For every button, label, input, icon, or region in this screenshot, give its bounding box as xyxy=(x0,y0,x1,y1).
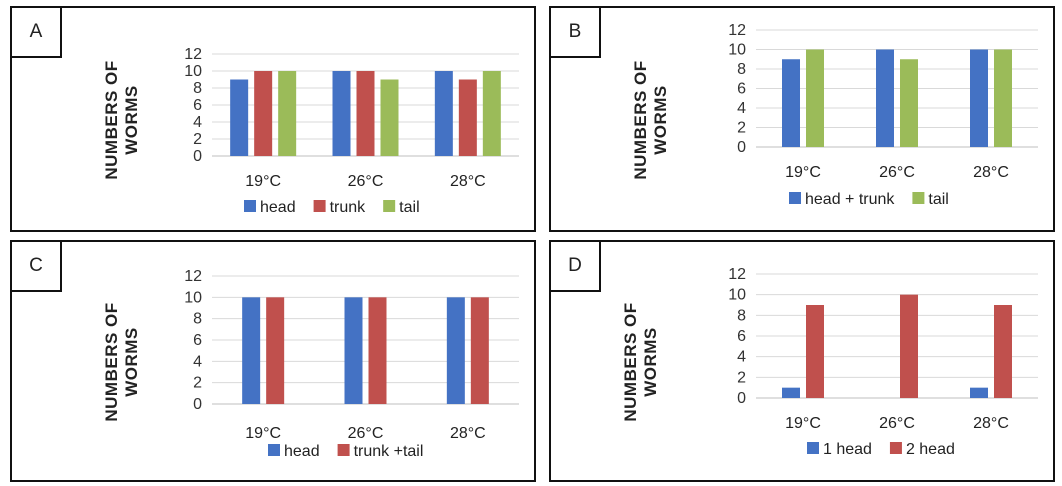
bar xyxy=(470,297,489,404)
y-tick-label: 2 xyxy=(193,375,202,392)
legend-label: head + trunk xyxy=(805,191,895,208)
x-category-label: 28°C xyxy=(450,425,486,442)
x-category-label: 26°C xyxy=(348,425,384,442)
legend-label: tail xyxy=(399,199,419,216)
legend-swatch xyxy=(244,200,256,212)
bar xyxy=(900,59,918,147)
bar xyxy=(806,305,824,398)
y-tick-label: 6 xyxy=(737,81,746,98)
y-tick-label: 8 xyxy=(737,61,746,78)
x-category-label: 28°C xyxy=(450,173,486,190)
x-category-label: 19°C xyxy=(245,173,281,190)
y-tick-label: 12 xyxy=(184,46,202,63)
panel-d: D NUMBERS OF WORMS 0 2 4 6 8 10 12 19°C 26°C 28°C… xyxy=(549,240,1055,482)
bar xyxy=(994,305,1012,398)
chart-b: 0 2 4 6 8 10 12 19°C 26°C 28°C head + trunk tail xyxy=(728,22,1038,208)
y-tick-label: 10 xyxy=(184,63,202,80)
y-tick-label: 8 xyxy=(193,311,202,328)
bar xyxy=(458,79,477,156)
legend-label: 2 head xyxy=(906,441,955,458)
panel-b: B NUMBERS OF WORMS 0 2 4 6 8 10 12 19°C 26°C 28°C… xyxy=(549,6,1055,232)
panel-label-a: A xyxy=(10,6,62,58)
y-tick-label: 10 xyxy=(728,287,746,304)
y-tick-label: 0 xyxy=(193,396,202,413)
bar xyxy=(434,71,453,156)
legend-label: 1 head xyxy=(823,441,872,458)
legend-label: head xyxy=(260,199,296,216)
y-tick-label: 12 xyxy=(184,268,202,285)
legend-label: head xyxy=(284,443,320,460)
bar xyxy=(482,71,501,156)
bar xyxy=(876,49,894,147)
legend-label: trunk xyxy=(330,199,367,216)
bar xyxy=(230,79,249,156)
panel-a: A NUMBERS OF WORMS 0 2 4 6 8 10 12 19°C 26°C 28°C… xyxy=(10,6,536,232)
legend-label: tail xyxy=(928,191,948,208)
legend-swatch xyxy=(807,442,819,454)
y-tick-label: 4 xyxy=(193,353,202,370)
bar xyxy=(806,49,824,147)
y-tick-label: 6 xyxy=(737,328,746,345)
y-tick-label: 6 xyxy=(193,332,202,349)
bar xyxy=(900,294,918,398)
bar xyxy=(380,79,399,156)
legend-swatch xyxy=(912,192,925,204)
legend-swatch xyxy=(383,200,396,212)
bar xyxy=(782,59,800,147)
bar xyxy=(970,49,988,147)
x-category-label: 28°C xyxy=(973,164,1009,181)
bar xyxy=(332,71,351,156)
bar xyxy=(254,71,273,156)
bar xyxy=(782,387,800,398)
bar xyxy=(446,297,465,404)
y-tick-label: 12 xyxy=(728,22,746,39)
y-tick-label: 4 xyxy=(737,349,746,366)
y-tick-label: 0 xyxy=(737,390,746,407)
y-tick-label: 10 xyxy=(184,289,202,306)
y-tick-label: 12 xyxy=(728,266,746,283)
bar xyxy=(368,297,387,404)
y-tick-label: 6 xyxy=(193,97,202,114)
legend-label: trunk +tail xyxy=(354,443,424,460)
bar xyxy=(970,387,988,398)
y-tick-label: 10 xyxy=(728,42,746,59)
legend-swatch xyxy=(889,442,902,454)
y-tick-label: 0 xyxy=(193,148,202,165)
x-category-label: 26°C xyxy=(879,164,915,181)
y-tick-label: 4 xyxy=(737,100,746,117)
chart-c: 0 2 4 6 8 10 12 19°C 26°C 28°C head trunk +tail xyxy=(184,268,519,460)
y-tick-label: 2 xyxy=(737,369,746,386)
x-category-label: 26°C xyxy=(879,415,915,432)
legend-swatch xyxy=(268,444,280,456)
panel-label-c: C xyxy=(10,240,62,292)
chart-d: 0 2 4 6 8 10 12 19°C 26°C 28°C 1 head 2 head xyxy=(728,266,1038,458)
y-tick-label: 8 xyxy=(737,307,746,324)
y-tick-label: 0 xyxy=(737,139,746,156)
legend-swatch xyxy=(313,200,326,212)
x-category-label: 19°C xyxy=(245,425,281,442)
x-category-label: 28°C xyxy=(973,415,1009,432)
bar xyxy=(278,71,297,156)
y-tick-label: 2 xyxy=(737,120,746,137)
y-tick-label: 2 xyxy=(193,131,202,148)
legend-swatch xyxy=(789,192,801,204)
bar xyxy=(242,297,261,404)
panel-label-b: B xyxy=(549,6,601,58)
y-tick-label: 8 xyxy=(193,80,202,97)
x-category-label: 19°C xyxy=(785,164,821,181)
legend-swatch xyxy=(337,444,350,456)
bar xyxy=(266,297,285,404)
x-category-label: 26°C xyxy=(348,173,384,190)
bar xyxy=(994,49,1012,147)
bar xyxy=(356,71,375,156)
x-category-label: 19°C xyxy=(785,415,821,432)
y-tick-label: 4 xyxy=(193,114,202,131)
bar xyxy=(344,297,363,404)
panel-label-d: D xyxy=(549,240,601,292)
panel-c: C NUMBERS OF WORMS 0 2 4 6 8 10 12 19°C 26°C 28°C… xyxy=(10,240,536,482)
